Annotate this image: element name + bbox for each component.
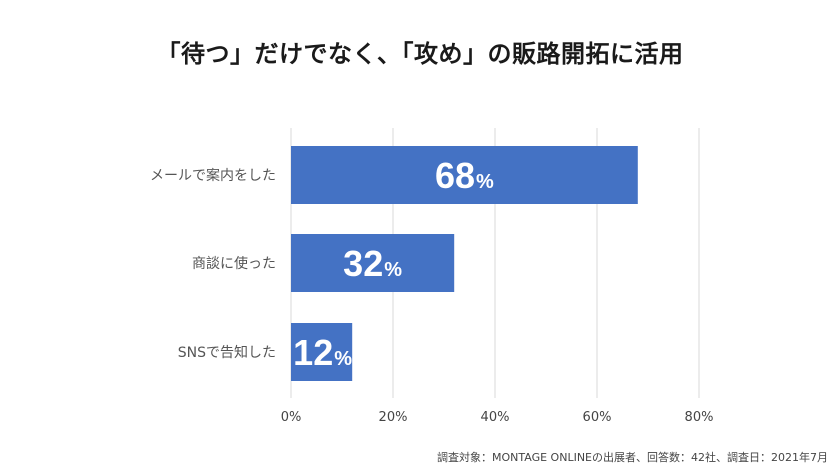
x-tick-label: 40% — [481, 410, 510, 425]
value-label: 32% — [343, 243, 402, 284]
value-label: 68% — [435, 155, 494, 196]
bar — [291, 323, 353, 381]
x-axis-ticks: 0% 20% 40% 60% 80% — [281, 410, 714, 425]
value-labels: 68% 32% 12% — [293, 155, 494, 373]
bar — [291, 146, 638, 204]
bar — [291, 234, 455, 292]
bars — [291, 146, 638, 381]
value-label: 12% — [293, 332, 352, 373]
category-label: SNSで告知した — [178, 344, 276, 361]
x-tick-label: 60% — [583, 410, 612, 425]
survey-footnote: 調査対象：MONTAGE ONLINEの出展者、回答数：42社、調査日：2021… — [437, 451, 828, 464]
x-tick-label: 80% — [685, 410, 714, 425]
category-label: メールで案内をした — [150, 167, 276, 184]
x-tick-label: 20% — [379, 410, 408, 425]
chart-title: 「待つ」だけでなく、「攻め」の販路開拓に活用 — [156, 40, 684, 68]
category-label: 商談に使った — [192, 255, 276, 272]
x-tick-label: 0% — [281, 410, 302, 425]
